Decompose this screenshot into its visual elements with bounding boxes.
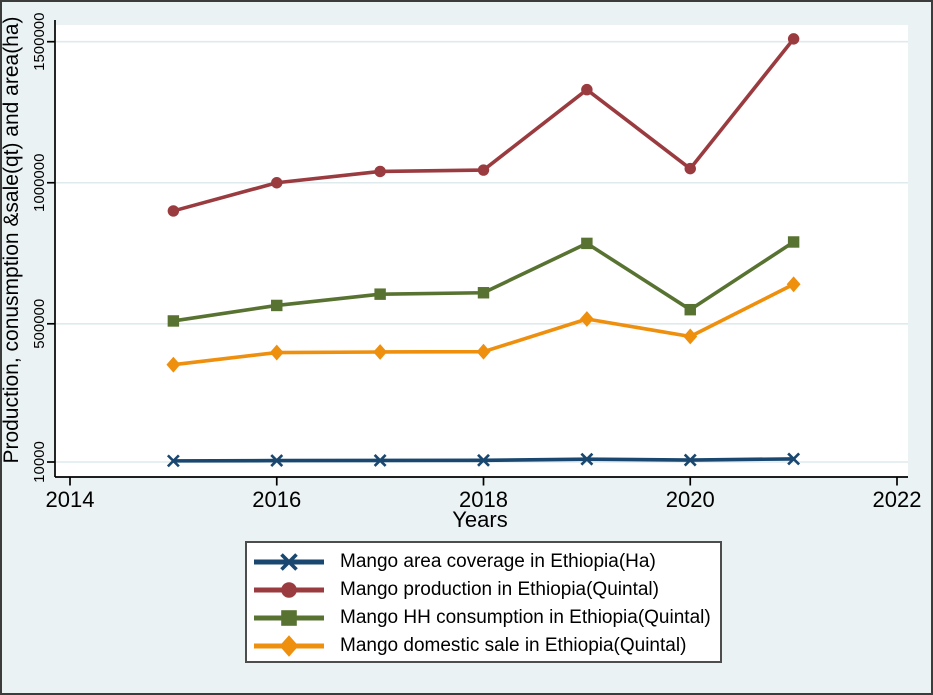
legend-sample-hh-consumption — [254, 610, 324, 626]
square-marker-icon — [374, 288, 386, 300]
x-marker-icon — [477, 453, 490, 467]
diamond-marker-icon — [579, 311, 594, 327]
plot-area: 10000 500000 1000000 1500000 2014 2016 2018 202… — [31, 12, 922, 512]
x-tick-label: 2020 — [666, 487, 715, 512]
legend-item-hh-consumption: Mango HH consumption in Ethiopia(Quintal… — [247, 604, 720, 632]
square-marker-line-icon — [254, 610, 324, 626]
legend-item-production: Mango production in Ethiopia(Quintal) — [247, 576, 720, 604]
square-marker-icon — [581, 237, 593, 250]
y-tick-label: 500000 — [31, 299, 48, 349]
x-marker-icon — [280, 553, 298, 571]
circle-marker-icon — [477, 164, 490, 176]
square-marker-icon — [271, 299, 283, 312]
y-tick-label: 1000000 — [31, 154, 48, 212]
legend-label: Mango production in Ethiopia(Quintal) — [340, 579, 659, 600]
x-marker-icon — [166, 454, 180, 468]
y-tick-label: 10000 — [31, 441, 48, 483]
series-markers-area-coverage — [166, 452, 801, 468]
diamond-marker-icon — [683, 328, 698, 345]
circle-marker-icon — [374, 165, 386, 178]
x-tick-label: 2022 — [873, 487, 922, 512]
legend-box: Mango area coverage in Ethiopia(Ha) Mang… — [245, 541, 722, 663]
diamond-marker-line-icon — [254, 635, 324, 657]
legend-sample-domestic-sale — [254, 635, 324, 657]
x-axis-title: Years — [452, 507, 507, 532]
diamond-marker-icon — [269, 344, 284, 361]
square-marker-icon — [281, 610, 297, 626]
legend-label: Mango area coverage in Ethiopia(Ha) — [340, 551, 656, 572]
square-marker-icon — [167, 315, 180, 327]
x-marker-icon — [683, 453, 697, 467]
diamond-marker-icon — [373, 344, 388, 360]
legend-sample-area-coverage — [254, 553, 324, 571]
diamond-marker-icon — [279, 635, 299, 657]
legend-label: Mango domestic sale in Ethiopia(Quintal) — [340, 635, 687, 656]
x-tick-label: 2018 — [459, 487, 508, 512]
square-marker-icon — [787, 236, 800, 248]
y-tick-label: 1500000 — [31, 12, 48, 70]
x-marker-line-icon — [254, 553, 324, 571]
diamond-marker-icon — [786, 276, 801, 293]
circle-marker-icon — [581, 83, 593, 96]
circle-marker-icon — [281, 582, 297, 598]
series-markers-hh-consumption — [167, 236, 800, 327]
circle-marker-icon — [787, 33, 800, 45]
legend-sample-production — [254, 582, 324, 598]
diamond-marker-icon — [166, 356, 181, 373]
square-marker-icon — [684, 303, 696, 316]
diamond-marker-icon — [476, 343, 491, 360]
x-tick-label: 2014 — [46, 487, 95, 512]
series-markers-domestic-sale — [166, 276, 801, 373]
square-marker-icon — [477, 287, 490, 299]
x-tick-label: 2016 — [252, 487, 301, 512]
x-marker-icon — [373, 454, 387, 467]
legend-label: Mango HH consumption in Ethiopia(Quintal… — [340, 607, 711, 628]
circle-marker-icon — [684, 162, 696, 175]
legend-item-area-coverage: Mango area coverage in Ethiopia(Ha) — [247, 548, 720, 576]
plot-background — [55, 25, 908, 477]
x-marker-icon — [580, 452, 594, 466]
series-markers-production — [167, 33, 800, 217]
circle-marker-icon — [167, 205, 180, 217]
x-marker-icon — [270, 454, 284, 468]
circle-marker-line-icon — [254, 582, 324, 598]
x-marker-icon — [787, 452, 801, 466]
y-axis-title: Production, conusmption &sale(qt) and ar… — [0, 16, 23, 463]
legend-item-domestic-sale: Mango domestic sale in Ethiopia(Quintal) — [247, 632, 720, 660]
circle-marker-icon — [271, 177, 283, 189]
